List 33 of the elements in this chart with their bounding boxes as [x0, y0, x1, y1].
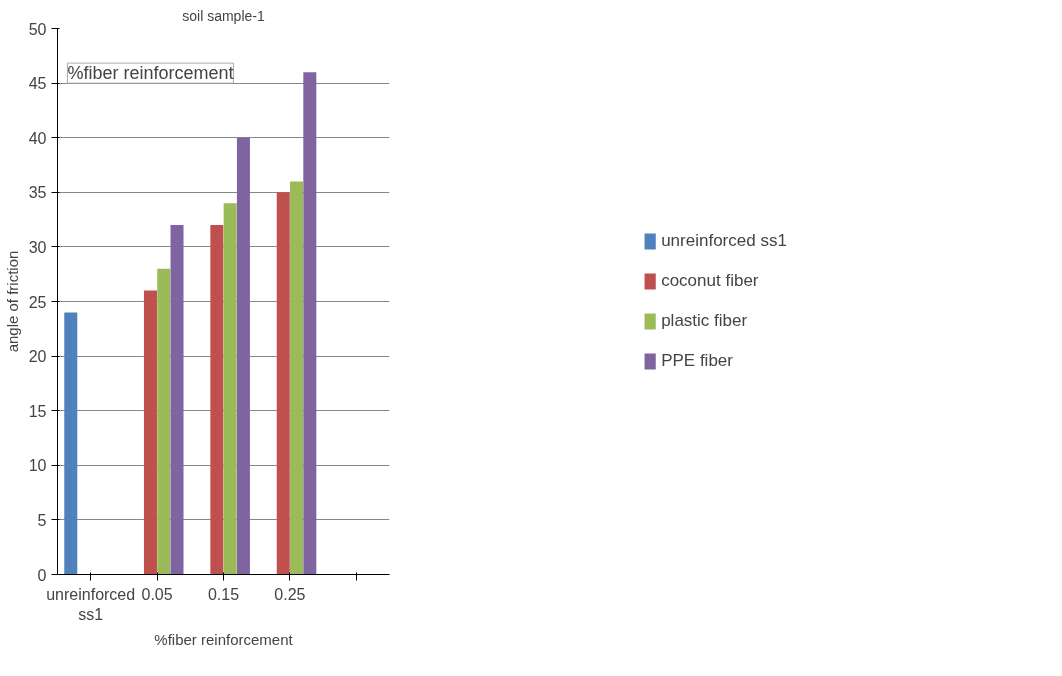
x-tick-label: 0.15	[207, 585, 240, 603]
y-tick-label: 5	[37, 511, 47, 529]
chart-title: soil sample-1	[182, 7, 265, 24]
x-axis-title: %fiber reinforcement	[154, 630, 294, 648]
y-tick-label: 25	[28, 293, 47, 311]
y-tick-label: 30	[28, 238, 47, 256]
y-tick-label: 0	[37, 566, 47, 584]
bar	[143, 290, 157, 575]
y-tick-label: 40	[28, 129, 47, 147]
y-tick-label: 20	[28, 348, 47, 366]
annotation: %fiber reinforcement	[67, 63, 234, 84]
bar	[276, 192, 290, 575]
x-tick-label: unreinforced ss1	[46, 585, 136, 623]
legend-label: unreinforced ss1	[661, 231, 787, 251]
x-tick-label: 0.25	[274, 585, 306, 603]
bar	[223, 203, 237, 575]
bar	[157, 268, 171, 575]
legend-label: coconut fiber	[661, 271, 759, 291]
bar	[236, 137, 250, 575]
bar	[303, 72, 317, 575]
bar	[290, 181, 304, 575]
bar	[170, 225, 184, 575]
bar	[64, 312, 78, 575]
y-tick-label: 50	[28, 20, 47, 38]
legend-label: PPE fiber	[661, 351, 733, 371]
y-axis-title: angle of friction	[3, 250, 21, 353]
y-tick-label: 35	[28, 184, 47, 202]
y-tick-label: 45	[28, 75, 47, 93]
bar	[210, 225, 224, 575]
y-tick-label: 15	[28, 402, 47, 420]
x-tick-label: 0.05	[141, 585, 173, 603]
legend-label: plastic fiber	[661, 311, 748, 331]
y-tick-label: 10	[28, 457, 47, 475]
